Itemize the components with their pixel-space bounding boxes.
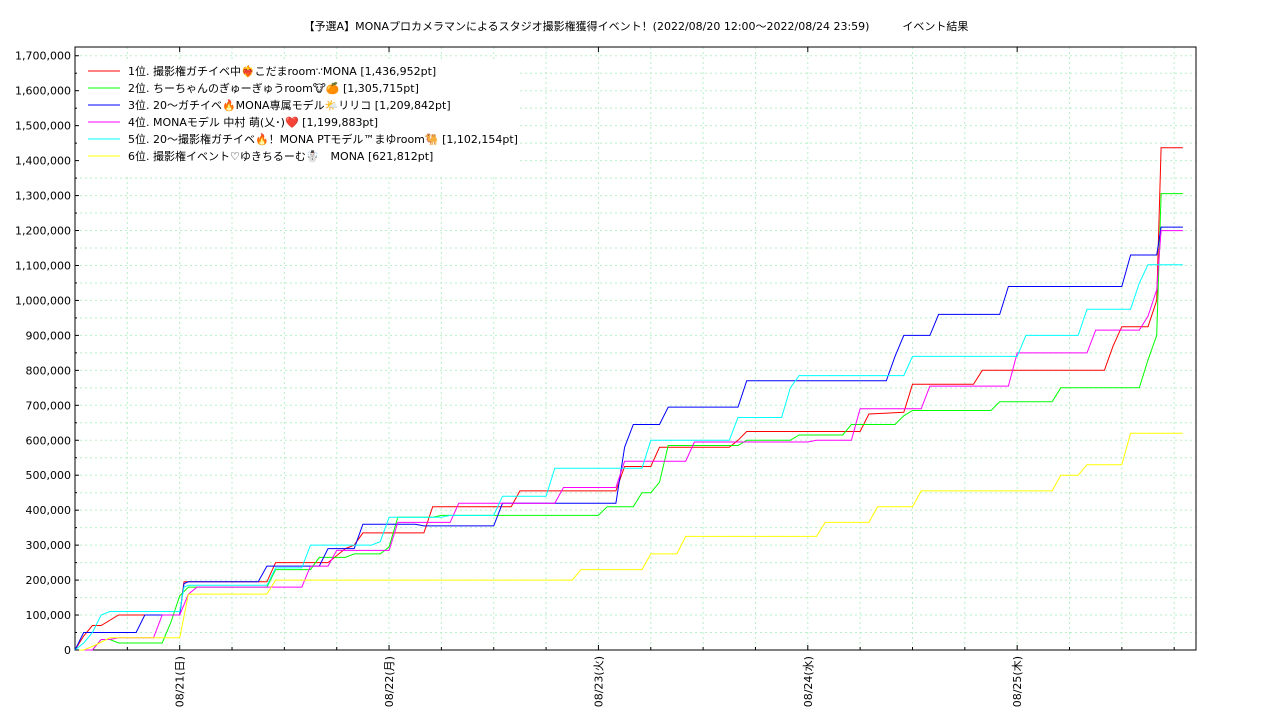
y-tick-label: 500,000 bbox=[26, 469, 72, 482]
y-tick-label: 1,100,000 bbox=[15, 259, 71, 272]
legend-background bbox=[80, 62, 520, 174]
legend-label: 4位. MONAモデル 中村 萌(乂･)❤️ [1,199,883pt] bbox=[128, 115, 378, 129]
y-tick-label: 1,000,000 bbox=[15, 294, 71, 307]
series-line-2 bbox=[75, 193, 1183, 651]
legend-label: 6位. 撮影権イベント♡ゆきちるーむ☃️ MONA [621,812pt] bbox=[128, 149, 433, 163]
series-line-5 bbox=[74, 264, 1183, 651]
y-tick-label: 1,600,000 bbox=[15, 85, 71, 98]
x-tick-label: 08/22(月) bbox=[383, 656, 396, 707]
chart-title: 【予選A】MONAプロカメラマンによるスタジオ撮影権獲得イベント！(2022/0… bbox=[304, 19, 969, 33]
y-axis: 0 100,000 200,000 300,000 400,000 500,000 600,… bbox=[15, 50, 79, 657]
y-tick-label: 1,500,000 bbox=[15, 120, 71, 133]
y-tick-label: 800,000 bbox=[26, 364, 72, 377]
y-tick-label: 700,000 bbox=[26, 399, 72, 412]
x-axis: 08/21(日) 08/22(月) 08/23(火) 08/24(水) 08/25(木) bbox=[126, 47, 1175, 707]
x-tick-label: 08/24(水) bbox=[802, 656, 815, 707]
y-tick-label: 600,000 bbox=[26, 434, 72, 447]
legend-label: 2位. ちーちゃんのぎゅーぎゅうroom🐮🍊 [1,305,715pt] bbox=[128, 81, 419, 95]
y-tick-label: 400,000 bbox=[26, 504, 72, 517]
y-tick-label: 0 bbox=[64, 644, 71, 657]
y-tick-label: 300,000 bbox=[26, 539, 72, 552]
legend-label: 1位. 撮影権ガチイベ中❤️‍🔥こだまroom∵MONA [1,436,952p… bbox=[128, 64, 436, 78]
series-lines bbox=[74, 147, 1183, 651]
legend-label: 5位. 20〜撮影権ガチイベ🔥！MONA PTモデル™まゆroom🐫 [1,10… bbox=[128, 132, 518, 146]
legend: 1位. 撮影権ガチイベ中❤️‍🔥こだまroom∵MONA [1,436,952p… bbox=[80, 62, 520, 174]
y-tick-label: 1,300,000 bbox=[15, 190, 71, 203]
y-tick-label: 100,000 bbox=[26, 609, 72, 622]
series-line-6 bbox=[75, 432, 1183, 651]
y-tick-label: 1,400,000 bbox=[15, 155, 71, 168]
series-line-4 bbox=[75, 230, 1183, 651]
x-tick-label: 08/23(火) bbox=[592, 656, 605, 707]
y-tick-label: 1,200,000 bbox=[15, 225, 71, 238]
y-tick-label: 200,000 bbox=[26, 574, 72, 587]
x-tick-label: 08/25(木) bbox=[1011, 656, 1024, 707]
y-tick-label: 1,700,000 bbox=[15, 50, 71, 63]
x-tick-label: 08/21(日) bbox=[174, 656, 187, 707]
plot-area-border bbox=[74, 46, 1197, 651]
y-tick-label: 900,000 bbox=[26, 329, 72, 342]
legend-label: 3位. 20〜ガチイベ🔥MONA専属モデル🌤️リリコ [1,209,842pt] bbox=[128, 98, 451, 112]
